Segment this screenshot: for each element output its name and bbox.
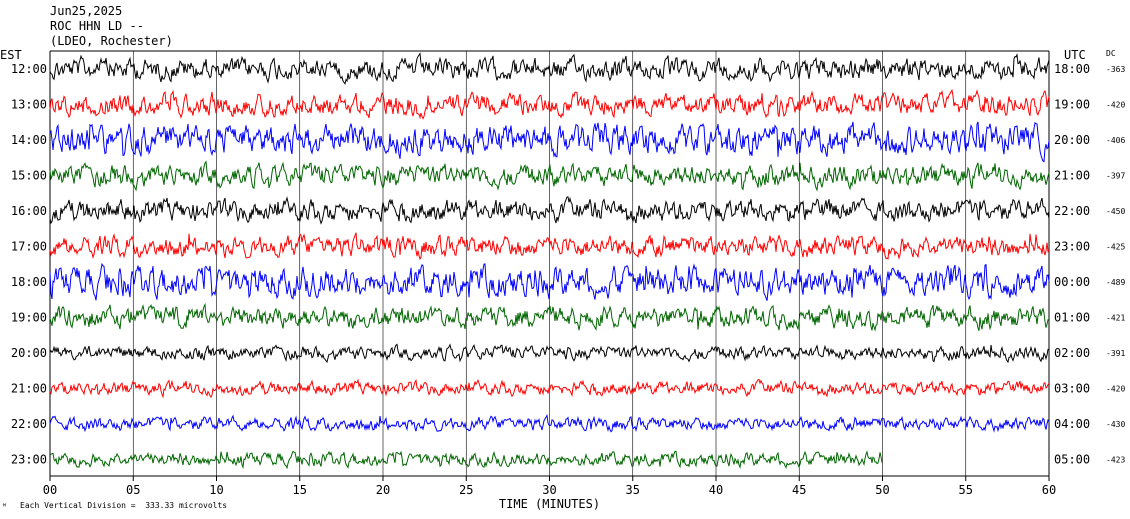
dc-offset-label: -421 [1106,314,1125,323]
dc-offset-label: -450 [1106,207,1125,216]
x-tick-label: 60 [1042,483,1056,497]
network-label: (LDEO, Rochester) [50,34,173,48]
est-hour-label: 21:00 [11,382,47,396]
date-label: Jun25,2025 [50,4,123,18]
x-tick-label: 15 [293,483,307,497]
utc-hour-label: 02:00 [1054,346,1090,360]
est-hour-label: 14:00 [11,133,47,147]
x-tick-label: 35 [626,483,640,497]
dc-offset-label: -423 [1106,456,1125,465]
est-hour-label: 15:00 [11,169,47,183]
est-hour-label: 13:00 [11,98,47,112]
seismogram-trace [49,378,1050,399]
dc-offset-label: -391 [1106,349,1125,358]
utc-hour-label: 19:00 [1054,98,1090,112]
x-tick-label: 50 [875,483,889,497]
seismogram-trace [49,232,1050,261]
seismogram-trace [49,262,1050,301]
utc-hour-label: 01:00 [1054,311,1090,325]
x-tick-label: 40 [709,483,723,497]
dc-offset-label: -406 [1106,136,1125,145]
seismogram-trace [49,52,1050,85]
dc-offset-label: -430 [1106,420,1125,429]
seismogram-trace [49,160,1050,192]
utc-hour-label: 21:00 [1054,169,1090,183]
est-hour-label: 12:00 [11,62,47,76]
dc-offset-label: -489 [1106,278,1125,287]
dc-offset-label: -397 [1106,172,1125,181]
x-tick-label: 45 [792,483,806,497]
seismogram-trace [49,121,1050,163]
utc-axis-label: UTC [1064,48,1086,62]
utc-hour-label: 20:00 [1054,133,1090,147]
x-tick-label: 30 [542,483,556,497]
est-hour-label: 16:00 [11,204,47,218]
dc-axis-label: DC [1106,49,1116,58]
utc-hour-label: 00:00 [1054,275,1090,289]
est-hour-label: 19:00 [11,311,47,325]
x-tick-label: 20 [376,483,390,497]
utc-hour-label: 04:00 [1054,417,1090,431]
x-axis-title: TIME (MINUTES) [499,497,600,511]
est-hour-label: 22:00 [11,417,47,431]
x-tick-label: 05 [126,483,140,497]
dc-offset-label: -420 [1106,101,1125,110]
x-tick-label: 55 [959,483,973,497]
est-hour-label: 18:00 [11,275,47,289]
seismogram-trace [49,302,1050,332]
utc-hour-label: 18:00 [1054,62,1090,76]
seismogram-trace [49,450,883,470]
est-axis-label: EST [0,48,22,62]
seismogram-trace [49,89,1050,120]
station-label: ROC HHN LD -- [50,19,144,33]
est-hour-label: 17:00 [11,240,47,254]
vertical-division-note: Each Vertical Division = 333.33 microvol… [20,501,228,510]
footer-icon: ᴹ [2,502,7,511]
est-hour-label: 20:00 [11,346,47,360]
dc-offset-label: -363 [1106,65,1125,74]
utc-hour-label: 03:00 [1054,382,1090,396]
x-tick-label: 25 [459,483,473,497]
dc-offset-label: -425 [1106,243,1125,252]
utc-hour-label: 22:00 [1054,204,1090,218]
seismogram-trace [49,343,1050,364]
x-tick-label: 00 [43,483,57,497]
seismogram-trace [49,413,1050,433]
utc-hour-label: 05:00 [1054,453,1090,467]
seismogram-trace [49,196,1050,225]
est-hour-label: 23:00 [11,453,47,467]
dc-offset-label: -420 [1106,385,1125,394]
utc-hour-label: 23:00 [1054,240,1090,254]
x-tick-label: 10 [209,483,223,497]
